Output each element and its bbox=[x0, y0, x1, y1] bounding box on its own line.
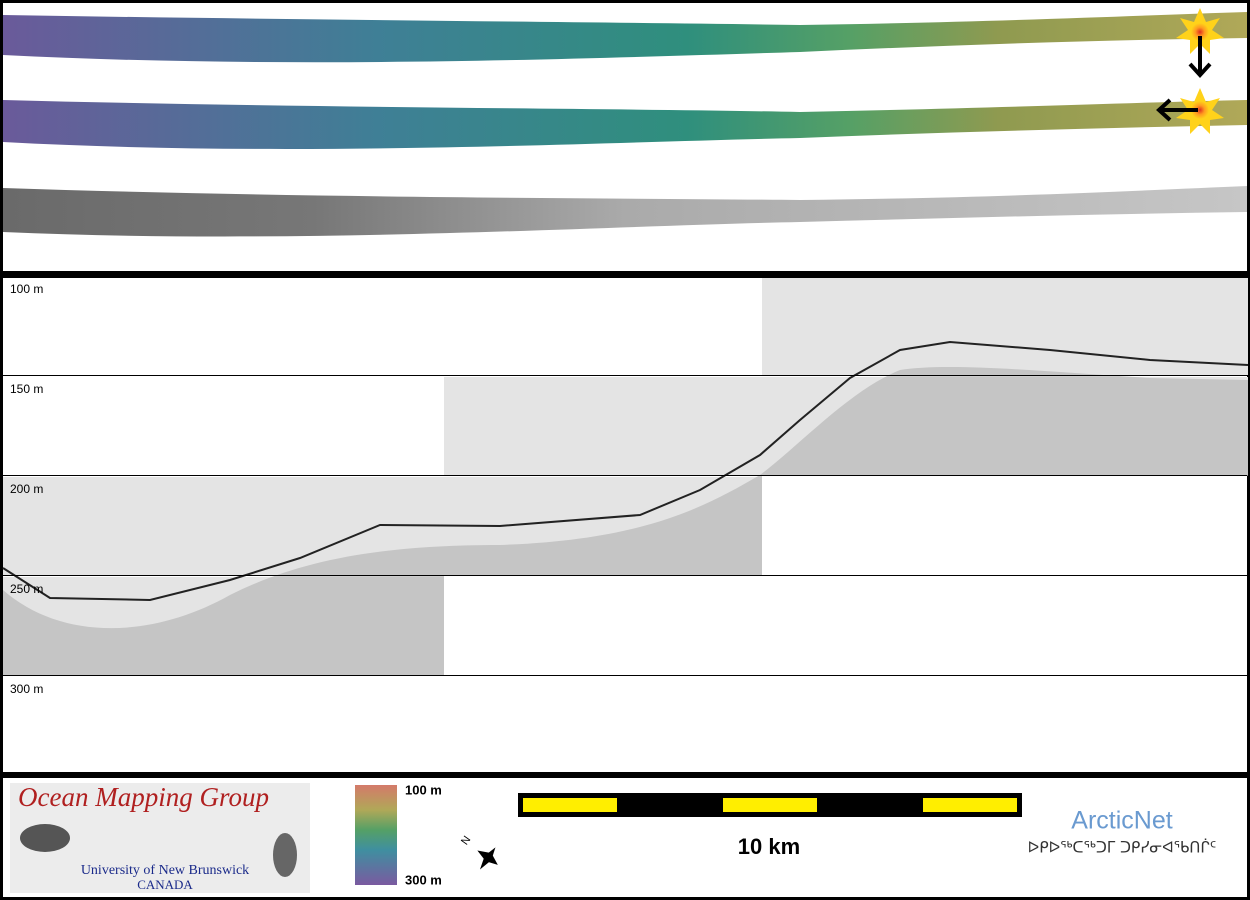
depth-label: 250 m bbox=[10, 582, 43, 596]
bathymetry-swath-shaded bbox=[3, 100, 1247, 149]
logo-university: University of New Brunswick bbox=[81, 863, 249, 878]
scale-label: 10 km bbox=[738, 834, 800, 859]
depth-labels: 100 m 150 m 200 m 250 m 300 m bbox=[10, 282, 43, 696]
colorbar-label: 100 m bbox=[405, 782, 442, 797]
partner-name: ArcticNet bbox=[1071, 807, 1172, 835]
seabed-profile bbox=[2, 340, 1249, 602]
logo-graphic bbox=[20, 824, 70, 852]
scale-bar-segments bbox=[523, 798, 1017, 812]
bathymetry-swath bbox=[3, 12, 1247, 63]
sun-icon bbox=[1176, 8, 1224, 134]
partner-syllabics: ᐅᑭᐅᖅᑕᖅᑐᒥ ᑐᑭᓯᓂᐊᖃᑎᒌᑦ bbox=[1028, 839, 1217, 857]
illumination-arrows bbox=[1156, 36, 1212, 122]
depth-label: 200 m bbox=[10, 482, 43, 496]
logo-graphic bbox=[273, 833, 297, 877]
depth-label: 150 m bbox=[10, 382, 43, 396]
depth-colorbar bbox=[355, 785, 397, 885]
depth-lines bbox=[3, 375, 1247, 676]
sub-bottom-return bbox=[3, 367, 1248, 676]
colorbar-label: 300 m bbox=[405, 872, 442, 887]
logo-title: Ocean Mapping Group bbox=[18, 782, 269, 812]
backscatter-swath bbox=[3, 186, 1247, 237]
depth-label: 300 m bbox=[10, 682, 43, 696]
logo-country: CANADA bbox=[137, 877, 193, 892]
depth-label: 100 m bbox=[10, 282, 43, 296]
